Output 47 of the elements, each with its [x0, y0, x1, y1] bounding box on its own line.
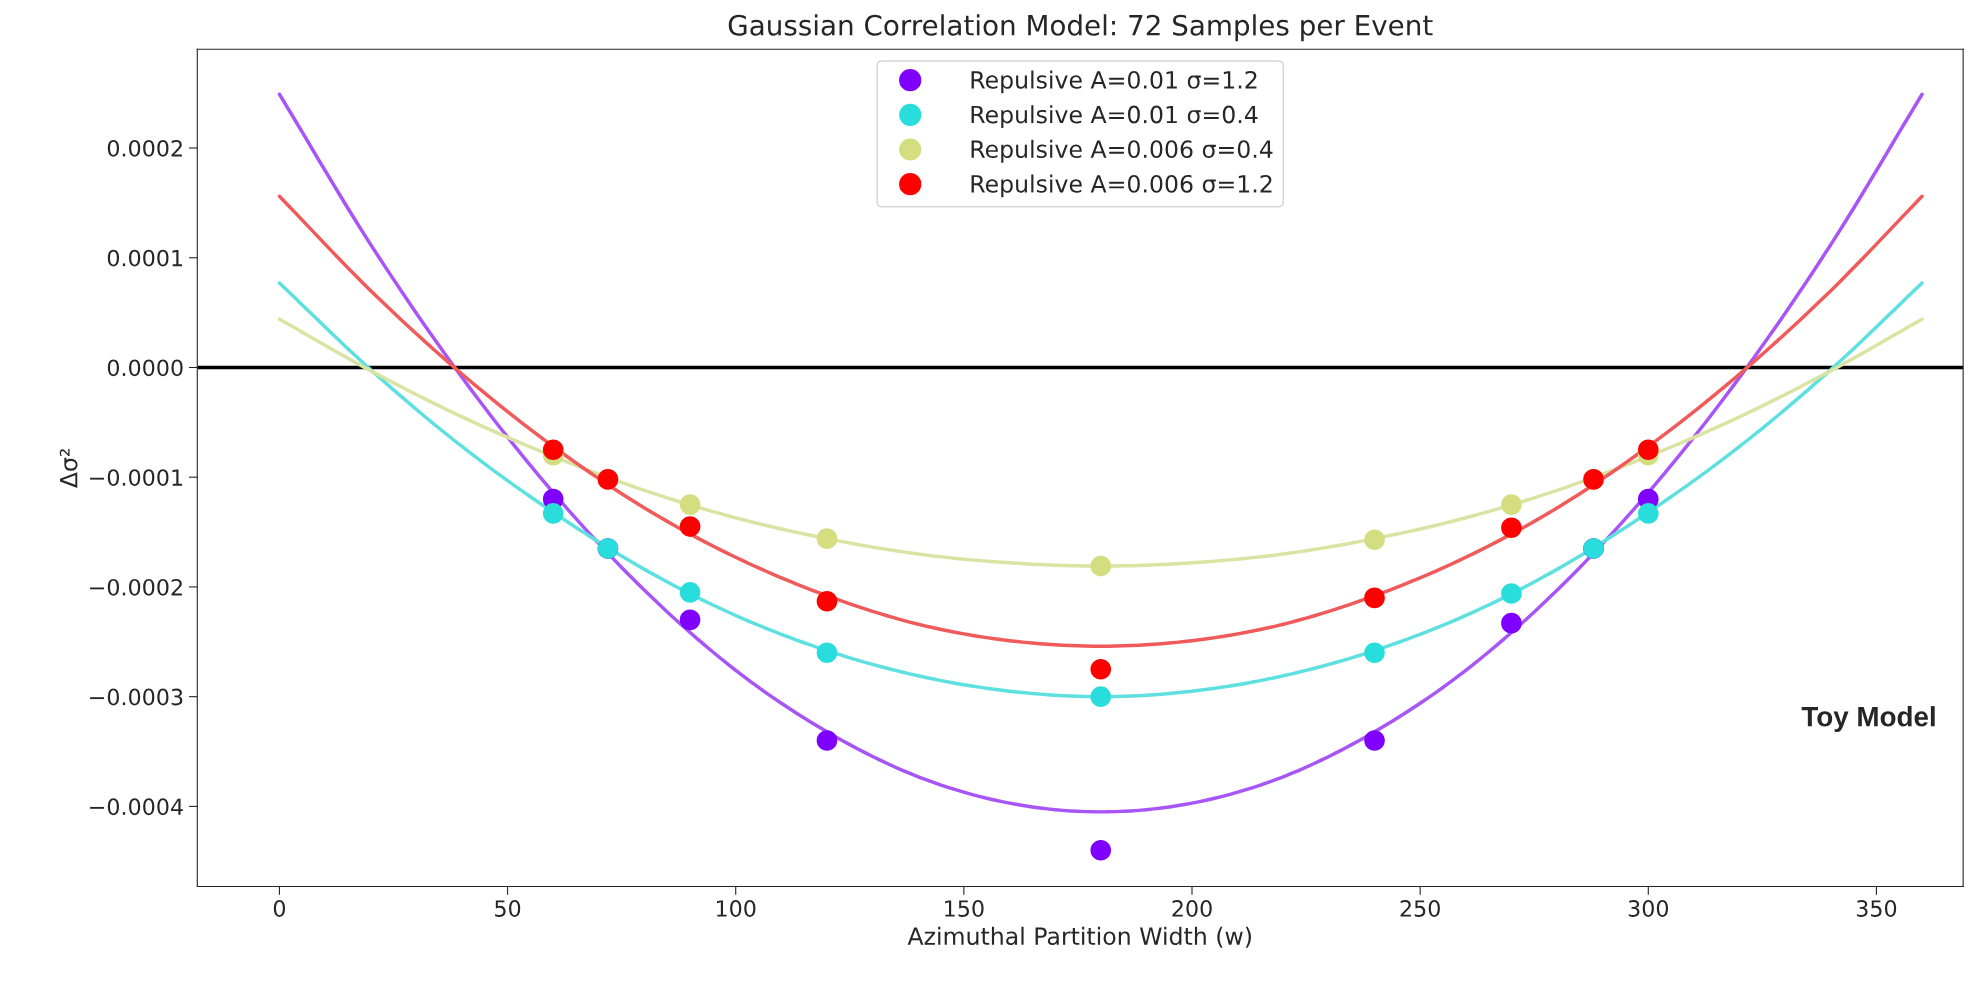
- legend-label: Repulsive A=0.01 σ=1.2: [971, 70, 1257, 94]
- y-tick-label: −0.0004: [90, 798, 183, 816]
- y-tick-label: −0.0001: [90, 469, 183, 486]
- point: [1501, 494, 1522, 515]
- point: [1364, 587, 1385, 609]
- x-tick-label: 250: [1400, 900, 1440, 917]
- x-tick-label: 0: [273, 900, 286, 917]
- point: [1090, 555, 1112, 577]
- point: [679, 494, 701, 515]
- x-tick-label: 150: [945, 900, 984, 917]
- y-tick-label: −0.0002: [90, 578, 182, 596]
- point: [1501, 583, 1522, 604]
- y-tick-label: 0.0000: [107, 359, 183, 377]
- x-tick-label: 50: [495, 900, 521, 917]
- point: [1090, 658, 1112, 680]
- point: [1637, 503, 1659, 524]
- point: [1364, 730, 1385, 751]
- x-tick-label: 350: [1856, 900, 1897, 917]
- point: [1501, 517, 1522, 538]
- point: [542, 439, 564, 461]
- point: [816, 528, 838, 549]
- y-tick-label: 0.0002: [107, 139, 182, 157]
- point: [1364, 529, 1385, 551]
- point: [679, 516, 701, 537]
- point: [816, 642, 838, 664]
- x-tick-label: 300: [1628, 900, 1669, 917]
- y-tick-label: −0.0003: [90, 688, 183, 706]
- legend-label: Repulsive A=0.01 σ=0.4: [971, 105, 1258, 129]
- point: [542, 503, 564, 524]
- x-tick-label: 100: [716, 900, 756, 917]
- point: [1090, 839, 1112, 861]
- chart-title: Gaussian Correlation Model: 72 Samples per Event: [728, 14, 1433, 42]
- y-axis-title: Δσ²: [59, 449, 78, 488]
- legend-label: Repulsive A=0.006 σ=1.2: [971, 174, 1272, 198]
- point: [1637, 439, 1659, 461]
- point: [679, 582, 701, 603]
- legend-label: Repulsive A=0.006 σ=0.4: [971, 139, 1273, 163]
- y-tick-label: 0.0001: [107, 249, 183, 267]
- point: [1090, 686, 1112, 707]
- point: [816, 730, 838, 751]
- point: [1364, 642, 1385, 664]
- point: [679, 609, 701, 631]
- annotation: Toy Model: [1801, 706, 1935, 732]
- x-tick-label: 200: [1172, 900, 1212, 917]
- point: [816, 590, 838, 612]
- x-axis-title: Azimuthal Partition Width (w): [907, 926, 1251, 948]
- point: [1501, 612, 1522, 634]
